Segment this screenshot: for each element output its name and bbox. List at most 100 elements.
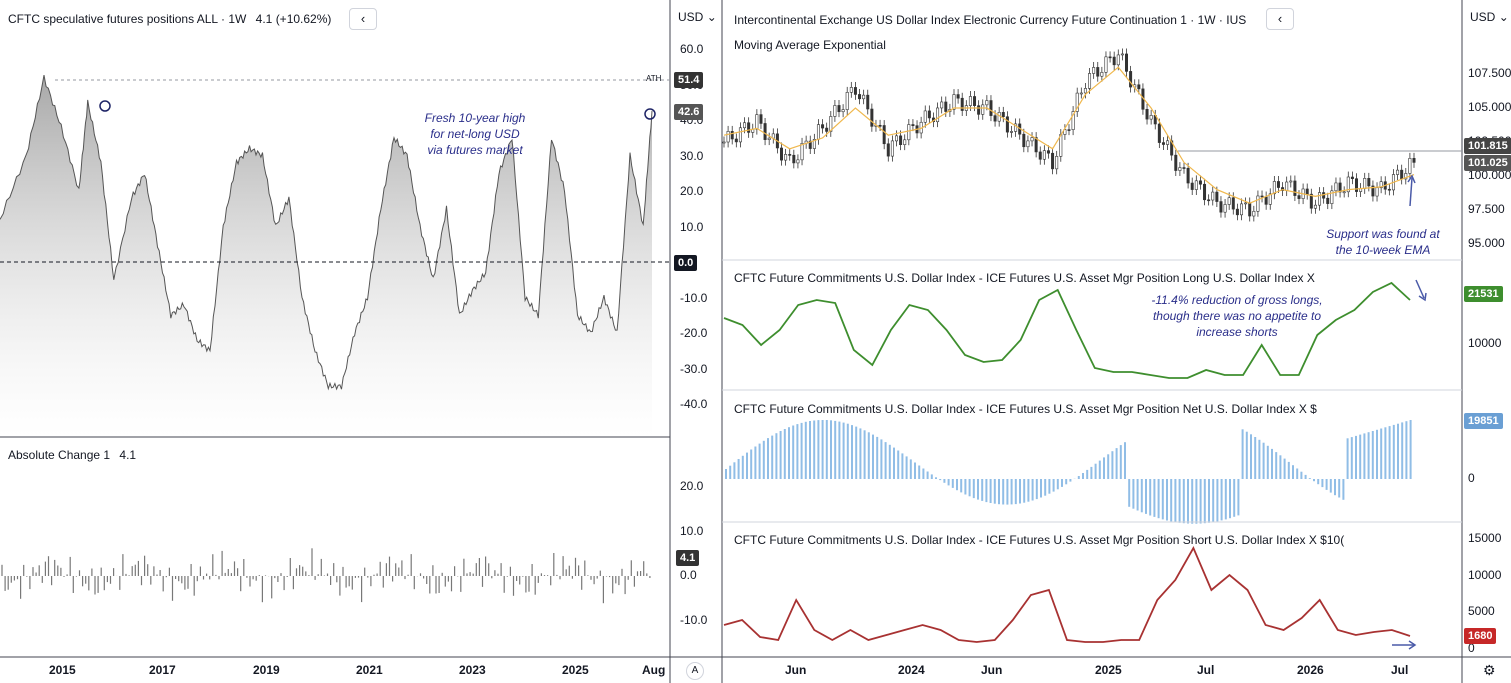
candle-body <box>1272 181 1276 195</box>
candle-body <box>1260 195 1264 198</box>
short-pane-title: CFTC Future Commitments U.S. Dollar Inde… <box>734 533 1345 547</box>
candle-body <box>956 94 960 99</box>
candle-body <box>1276 181 1280 188</box>
candle-body <box>1030 137 1034 142</box>
candle-body <box>985 100 989 106</box>
candle-body <box>1198 180 1202 185</box>
left-y-tick: -40.0 <box>680 397 708 411</box>
net-last-badge: 19851 <box>1464 413 1503 429</box>
abs-change-badge: 4.1 <box>676 550 700 566</box>
candle-body <box>1014 123 1018 132</box>
candle-body <box>1149 115 1153 120</box>
annotation-line: for net-long USD <box>430 127 520 141</box>
candle-body <box>899 135 903 145</box>
candle-body <box>1005 116 1009 133</box>
candle-body <box>796 159 800 164</box>
candle-body <box>981 104 985 115</box>
candle-body <box>1067 129 1071 131</box>
candle-body <box>1240 203 1244 216</box>
candle-body <box>1092 67 1096 74</box>
short-y-tick: 10000 <box>1468 567 1502 582</box>
candle-body <box>747 122 751 133</box>
candle-body <box>800 143 804 161</box>
left-x-tick: 2019 <box>253 663 280 677</box>
short-y-tick: 0 <box>1468 640 1475 655</box>
candle-body <box>944 101 948 112</box>
right-collapse-button[interactable]: ‹ <box>1266 8 1294 30</box>
right-x-tick: 2025 <box>1095 663 1122 677</box>
candle-body <box>1244 202 1248 205</box>
candle-body <box>755 114 759 130</box>
candle-body <box>1009 131 1013 133</box>
last-value-badge: 42.6 <box>674 104 704 120</box>
candle-body <box>1367 178 1371 187</box>
chevron-down-icon: ⌄ <box>706 10 717 24</box>
candle-body <box>1285 181 1289 191</box>
candle-body <box>1313 204 1317 209</box>
candle-body <box>1408 158 1412 174</box>
candle-body <box>1112 56 1116 66</box>
right-y-tick: 95.000 <box>1468 236 1505 250</box>
short-y-tick: 5000 <box>1468 604 1495 618</box>
prior-high-marker <box>99 100 111 112</box>
candle-body <box>960 97 964 111</box>
net-spec-area-series <box>0 75 653 437</box>
right-currency-select[interactable]: USD ⌄ <box>1470 10 1509 24</box>
support-arrow <box>1409 177 1413 207</box>
candle-body <box>1215 191 1219 202</box>
candle-body <box>927 110 931 119</box>
candle-body <box>1371 185 1375 197</box>
short-y-tick: 15000 <box>1468 531 1502 545</box>
candle-body <box>1379 181 1383 189</box>
candle-body <box>1178 167 1182 171</box>
left-y-tick: 30.0 <box>680 148 704 163</box>
candle-body <box>1355 178 1359 192</box>
left-currency-select[interactable]: USD ⌄ <box>678 10 717 24</box>
abs-change-name: Absolute Change 1 <box>8 448 111 462</box>
candle-body <box>833 105 837 117</box>
right-chart-title: Intercontinental Exchange US Dollar Inde… <box>734 13 1247 27</box>
left-chart-title: CFTC speculative futures positions ALL ·… <box>8 12 331 26</box>
left-y-tick: -20.0 <box>680 326 708 340</box>
candle-body <box>1396 169 1400 175</box>
candle-body <box>1157 123 1161 143</box>
candle-body <box>1051 152 1055 170</box>
candle-body <box>968 96 972 106</box>
candle-body <box>973 96 977 106</box>
candle-body <box>1116 54 1120 66</box>
candle-body <box>940 101 944 109</box>
candle-body <box>1055 156 1059 170</box>
abs-change-y-tick: 20.0 <box>680 479 704 493</box>
candle-body <box>878 124 882 127</box>
annotation-line: increase shorts <box>1196 325 1278 339</box>
candle-body <box>1400 169 1404 180</box>
candle-body <box>1042 150 1046 160</box>
ema-support-annotation: Support was found at the 10-week EMA <box>1318 226 1448 258</box>
net-pane-title: CFTC Future Commitments U.S. Dollar Inde… <box>734 402 1317 416</box>
candle-body <box>845 92 849 110</box>
candle-body <box>853 87 857 95</box>
candle-body <box>726 131 730 143</box>
candle-body <box>1026 140 1030 148</box>
candle-body <box>1088 73 1092 89</box>
left-x-tick: 2017 <box>149 663 176 677</box>
left-series-value: 4.1 (+10.62%) <box>255 12 332 26</box>
zero-badge: 0.0 <box>674 255 698 271</box>
left-collapse-button[interactable]: ‹ <box>349 8 377 30</box>
candle-body <box>1207 199 1211 202</box>
net-y-tick: 0 <box>1468 471 1475 485</box>
long-position-line <box>723 281 1411 379</box>
left-y-tick: 10.0 <box>680 219 704 234</box>
left-x-tick: 2023 <box>459 663 486 677</box>
settings-icon[interactable]: ⚙ <box>1483 662 1496 678</box>
candle-body <box>1129 71 1133 88</box>
net-spec-line <box>0 75 653 391</box>
candle-body <box>1252 210 1256 217</box>
candle-body <box>1305 188 1309 195</box>
auto-scale-button[interactable]: A <box>686 662 704 680</box>
left-annotation: Fresh 10-year high for net-long USD via … <box>390 110 560 158</box>
candle-body <box>1211 191 1215 201</box>
candle-body <box>1412 158 1416 163</box>
candle-body <box>1223 204 1227 213</box>
right-y-tick: 100.000 <box>1468 168 1511 182</box>
